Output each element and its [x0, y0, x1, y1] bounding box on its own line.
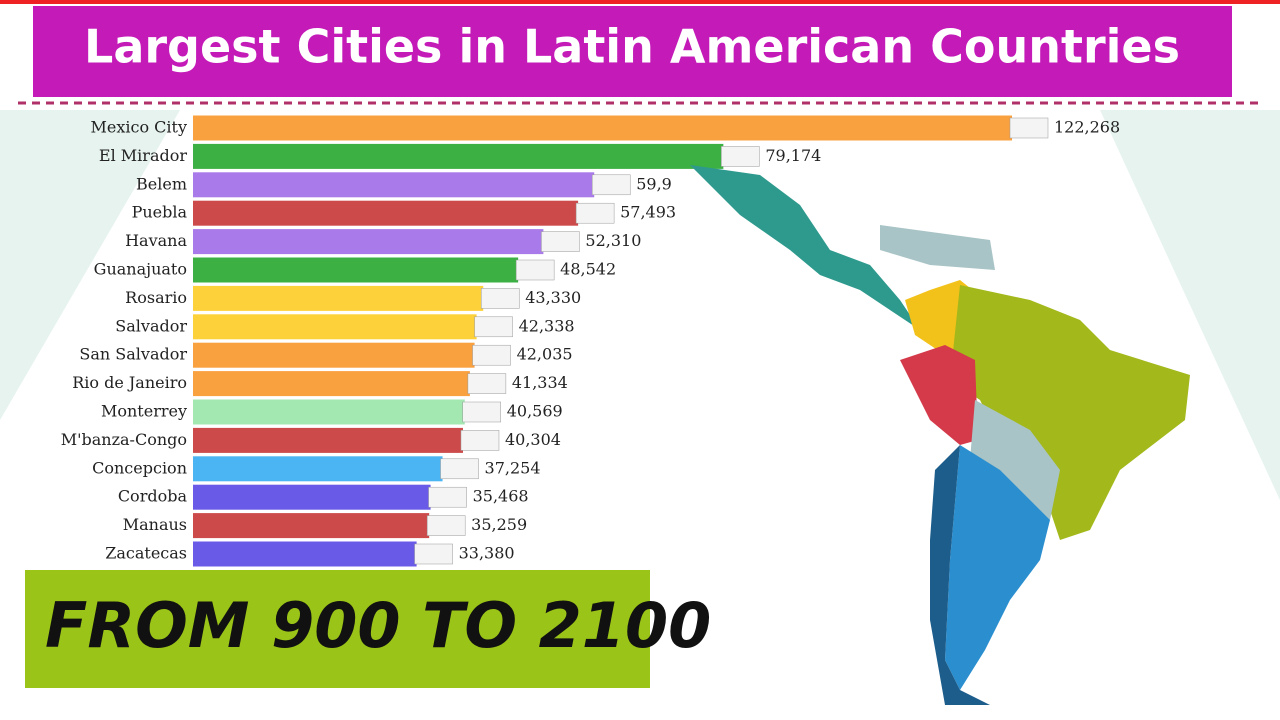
bar — [193, 484, 431, 510]
bar — [193, 513, 430, 539]
bar — [193, 541, 417, 567]
bar — [193, 285, 484, 311]
bar — [193, 399, 465, 425]
category-label: Guanajuato — [94, 260, 187, 279]
flag — [474, 316, 513, 338]
category-label: Rosario — [125, 288, 187, 307]
category-label: Havana — [125, 231, 187, 250]
value-label: 37,254 — [485, 458, 541, 477]
bar — [193, 229, 544, 255]
decor — [1100, 110, 1280, 500]
banner-box — [25, 570, 650, 688]
category-label: Puebla — [132, 203, 188, 222]
value-label: 122,268 — [1054, 118, 1120, 137]
category-label: Concepcion — [92, 458, 187, 477]
flag — [462, 401, 501, 423]
flag — [1009, 117, 1049, 139]
value-label: 42,338 — [519, 316, 575, 335]
category-label: Cordoba — [118, 487, 188, 506]
bar — [193, 427, 463, 453]
bar — [193, 257, 519, 283]
category-label: San Salvador — [79, 345, 187, 364]
value-label: 41,334 — [512, 373, 568, 392]
value-label: 59,9 — [636, 174, 672, 193]
value-label: 57,493 — [620, 203, 676, 222]
bar — [193, 143, 724, 169]
category-label: Belem — [136, 174, 187, 193]
category-label: Rio de Janeiro — [72, 373, 187, 392]
flag — [467, 373, 507, 394]
flag — [591, 174, 631, 196]
flag — [515, 259, 555, 281]
bars: Mexico City 122,268 El Mirador 79,174 Belem 5… — [61, 115, 1120, 567]
category-label: Monterrey — [101, 402, 187, 421]
category-label: Salvador — [115, 316, 187, 335]
bar — [193, 172, 595, 198]
bar — [193, 115, 1012, 141]
flag — [480, 288, 520, 309]
flag — [541, 231, 580, 252]
flag — [414, 543, 453, 565]
decor — [0, 110, 180, 420]
value-label: 40,569 — [507, 402, 563, 421]
flag — [575, 202, 615, 224]
flag — [721, 146, 760, 167]
bar — [193, 342, 475, 368]
flag — [440, 458, 479, 480]
value-label: 42,035 — [517, 345, 573, 364]
value-label: 48,542 — [560, 260, 616, 279]
category-label: El Mirador — [99, 146, 187, 165]
flag — [472, 344, 511, 366]
value-label: 35,468 — [473, 487, 529, 506]
title-banner — [33, 6, 1232, 97]
value-label: 43,330 — [525, 288, 581, 307]
bar — [193, 314, 477, 340]
category-label: Manaus — [123, 515, 187, 534]
bar — [193, 200, 579, 226]
bar — [193, 456, 443, 482]
banner-text: FROM 900 TO 2100 — [45, 589, 711, 662]
top-stripe — [0, 0, 1280, 4]
map — [690, 165, 1190, 705]
value-label: 33,380 — [459, 544, 515, 563]
flag — [428, 486, 467, 508]
flag — [426, 515, 466, 536]
bar — [193, 371, 470, 397]
value-label: 52,310 — [585, 231, 641, 250]
flag — [460, 430, 500, 451]
chart-title: Largest Cities in Latin American Countri… — [84, 20, 1180, 74]
category-label: Zacatecas — [105, 544, 187, 563]
value-label: 79,174 — [765, 146, 821, 165]
category-label: M'banza-Congo — [61, 430, 187, 449]
value-label: 35,259 — [471, 515, 527, 534]
value-label: 40,304 — [505, 430, 561, 449]
category-label: Mexico City — [91, 118, 188, 137]
